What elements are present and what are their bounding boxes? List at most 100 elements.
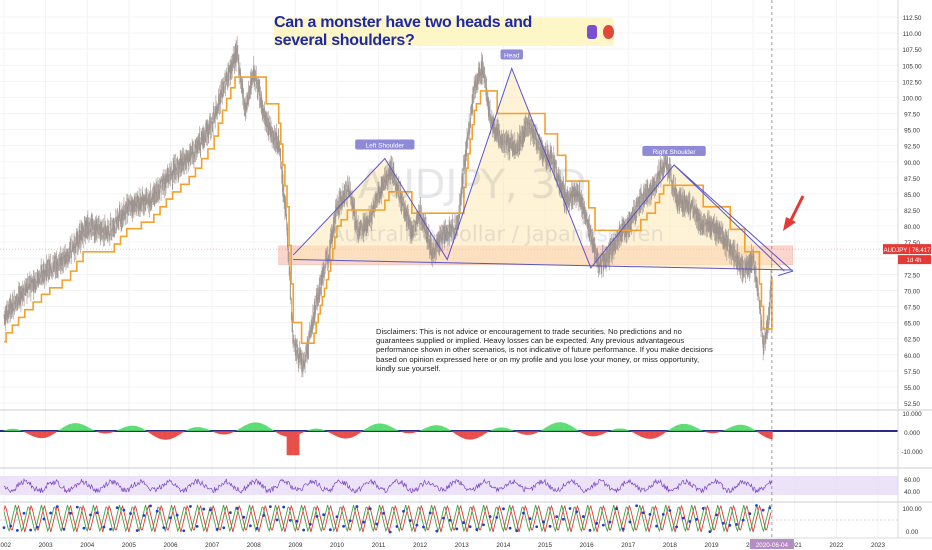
x-tick-label: 2004 bbox=[80, 542, 95, 549]
stoch-marker bbox=[495, 516, 499, 519]
y-tick-label: 85.00 bbox=[904, 192, 920, 199]
stoch-marker bbox=[755, 504, 758, 507]
x-tick-label: 2022 bbox=[829, 542, 844, 549]
stoch-marker bbox=[415, 523, 419, 527]
pattern-label-text: Head bbox=[504, 52, 520, 59]
y-tick-label: 77.50 bbox=[904, 240, 920, 247]
stoch-marker bbox=[508, 526, 512, 530]
pattern-labels: Left Shoulder Head Right Shoulder bbox=[355, 49, 706, 156]
stoch-marker bbox=[55, 505, 59, 509]
stoch-marker bbox=[442, 516, 445, 520]
stoch-tick-label: 100.00 bbox=[902, 506, 922, 513]
stoch-marker bbox=[422, 525, 425, 529]
stoch-marker bbox=[695, 518, 698, 521]
stoch-marker bbox=[588, 528, 592, 532]
stoch-marker bbox=[628, 520, 632, 524]
stoch-marker bbox=[462, 521, 465, 524]
stoch-marker bbox=[668, 509, 672, 512]
stoch-marker bbox=[229, 511, 232, 515]
stoch-marker bbox=[715, 513, 718, 517]
y-tick-label: 82.50 bbox=[904, 208, 920, 215]
price-tag-text: AUDJPY | 76.417 bbox=[884, 248, 931, 254]
stoch-marker bbox=[82, 526, 86, 530]
momentum-tick-label: 0.000 bbox=[904, 430, 920, 437]
pattern-lines bbox=[292, 67, 794, 277]
stoch-marker bbox=[215, 527, 219, 531]
x-tick-label: 2012 bbox=[413, 542, 428, 549]
y-tick-label: 92.50 bbox=[904, 144, 920, 151]
stoch-marker bbox=[222, 526, 226, 530]
stoch-marker bbox=[129, 512, 132, 515]
stoch-marker bbox=[255, 527, 259, 530]
stoch-marker bbox=[728, 523, 732, 527]
y-tick-label: 112.50 bbox=[903, 15, 922, 22]
red-arrow-shaft bbox=[787, 195, 805, 225]
rsi-band bbox=[0, 476, 898, 495]
stoch-marker bbox=[308, 522, 312, 526]
y-tick-label: 62.50 bbox=[904, 337, 920, 344]
stoch-marker bbox=[408, 519, 412, 523]
stoch-green-line bbox=[3, 504, 772, 533]
x-tick-label: 2010 bbox=[330, 542, 345, 549]
stoch-marker bbox=[468, 525, 472, 529]
stoch-marker bbox=[595, 521, 599, 525]
stoch-marker bbox=[428, 511, 432, 515]
stoch-marker bbox=[62, 527, 66, 531]
stoch-marker bbox=[741, 518, 745, 522]
right-shoulder-cap bbox=[673, 164, 794, 277]
y-tick-label: 65.00 bbox=[904, 321, 920, 328]
stoch-marker bbox=[482, 523, 485, 527]
stoch-marker bbox=[661, 512, 665, 516]
stoch-marker bbox=[49, 511, 53, 515]
stoch-marker bbox=[122, 508, 126, 512]
stoch-marker bbox=[581, 515, 585, 518]
stoch-marker bbox=[568, 507, 572, 510]
stoch-marker bbox=[322, 513, 326, 517]
x-tick-label: 2011 bbox=[372, 542, 386, 549]
x-tick-label: 2021 bbox=[788, 542, 803, 549]
y-tick-label: 105.00 bbox=[902, 63, 922, 70]
stoch-marker bbox=[22, 511, 26, 515]
pattern-label-bg bbox=[355, 139, 415, 150]
stoch-marker bbox=[35, 525, 39, 529]
stoch-marker bbox=[328, 528, 332, 532]
stoch-marker bbox=[615, 507, 619, 510]
stoch-marker bbox=[528, 517, 532, 521]
chart-annotations: AUDJPY | 76.417 1d 4h 2020-06-04 bbox=[749, 0, 931, 549]
stoch-marker bbox=[335, 515, 339, 519]
momentum-tick-label: 10.000 bbox=[902, 411, 922, 418]
y-tick-label: 57.50 bbox=[904, 369, 920, 376]
stoch-marker bbox=[648, 512, 652, 516]
stoch-marker bbox=[688, 520, 692, 523]
y-tick-label: 67.50 bbox=[904, 305, 920, 312]
y-tick-label: 60.00 bbox=[904, 353, 920, 360]
stoch-marker bbox=[288, 518, 292, 522]
stoch-marker bbox=[601, 523, 605, 527]
stoch-marker bbox=[102, 525, 106, 529]
stoch-marker bbox=[149, 504, 152, 508]
stoch-marker bbox=[435, 529, 439, 533]
watermark-symbol: AUDJPY, 3D bbox=[358, 162, 587, 208]
y-tick-label: 55.00 bbox=[904, 385, 920, 392]
stoch-marker bbox=[282, 505, 286, 509]
stoch-marker bbox=[355, 505, 359, 508]
stoch-marker bbox=[295, 519, 299, 523]
date-tag-text: 2020-06-04 bbox=[756, 542, 789, 549]
stoch-marker bbox=[175, 513, 179, 517]
stoch-marker bbox=[515, 529, 519, 533]
y-tick-label: 97.50 bbox=[904, 112, 920, 119]
stoch-marker bbox=[388, 530, 392, 534]
rsi-tick-label: 40.00 bbox=[904, 489, 920, 496]
stoch-marker bbox=[561, 517, 565, 521]
stoch-marker bbox=[268, 505, 272, 508]
stoch-marker bbox=[541, 520, 545, 524]
x-tick-label: 2019 bbox=[705, 542, 720, 549]
stepline-path bbox=[4, 76, 773, 344]
timer-tag-bg bbox=[898, 255, 931, 265]
stoch-marker bbox=[641, 511, 645, 515]
stoch-marker bbox=[315, 514, 319, 518]
stoch-marker bbox=[768, 506, 772, 510]
price-axis[interactable]: 112.50 110.00 107.50 105.00 102.50 100.00 97.5… bbox=[901, 15, 923, 536]
stoch-marker bbox=[242, 515, 246, 519]
